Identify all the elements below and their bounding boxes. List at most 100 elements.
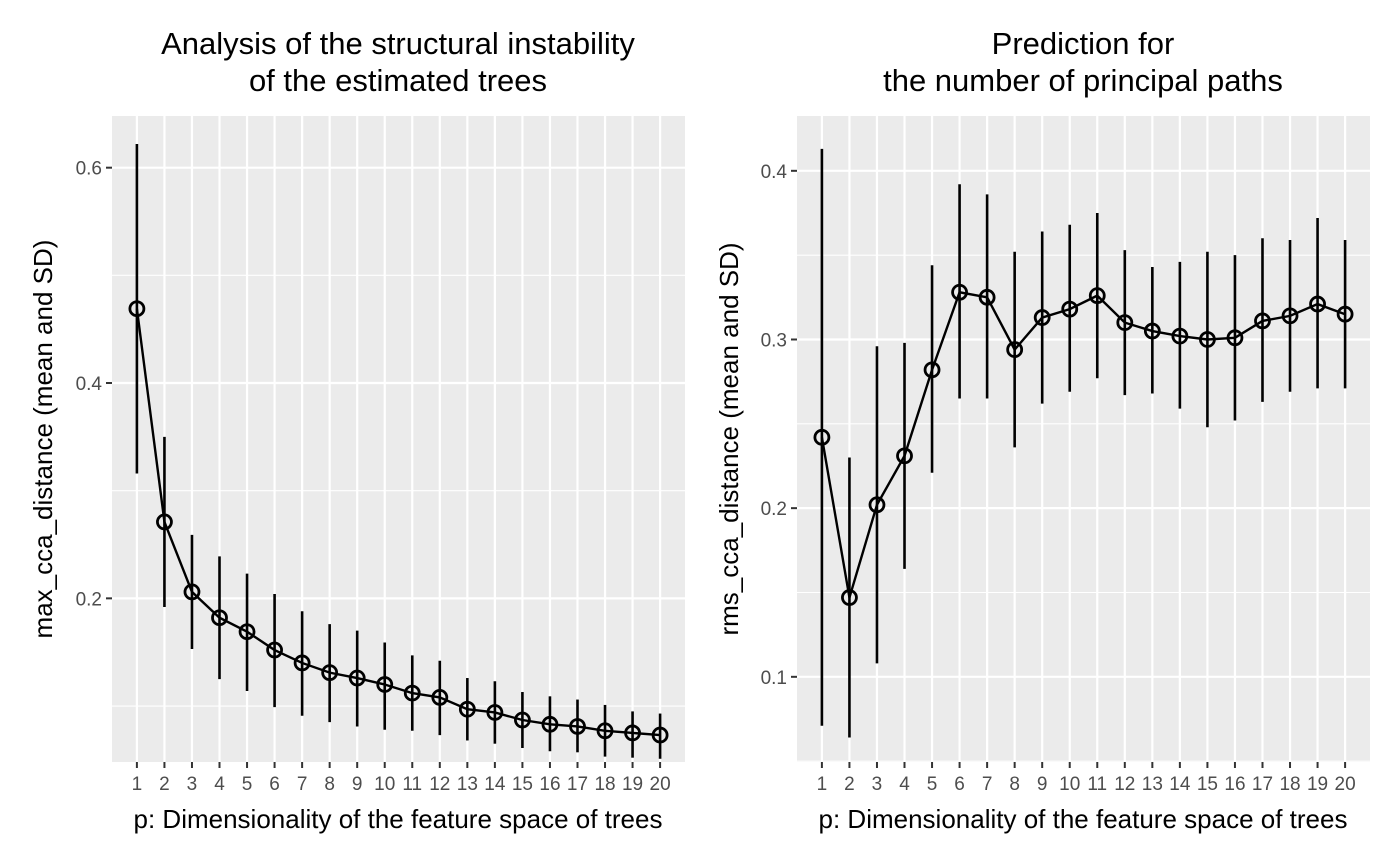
chart-right-title-line-1: Prediction for bbox=[992, 26, 1175, 61]
chart-left-data-point bbox=[211, 609, 228, 627]
chart-right-x-tick-label: 14 bbox=[1169, 774, 1191, 795]
chart-left-data-point bbox=[486, 704, 504, 721]
chart-right-x-tick-label: 5 bbox=[927, 774, 938, 795]
chart-right-data-point bbox=[1254, 312, 1271, 330]
chart-left-x-tick-label: 19 bbox=[622, 774, 643, 795]
chart-right-x-tick-label: 9 bbox=[1037, 774, 1048, 795]
chart-right-plot-background bbox=[797, 116, 1370, 762]
chart-right-x-tick-label: 17 bbox=[1252, 774, 1273, 795]
chart-right-x-tick-label: 12 bbox=[1114, 774, 1135, 795]
chart-right-data-point bbox=[1309, 295, 1326, 313]
chart-right-y-tick-label: 0.4 bbox=[761, 162, 788, 183]
chart-left-plot-background bbox=[112, 116, 685, 762]
chart-left-x-tick-label: 9 bbox=[352, 774, 363, 795]
chart-right-points bbox=[813, 283, 1354, 606]
chart-left-data-point bbox=[624, 724, 641, 742]
chart-right-x-axis-title: p: Dimensionality of the feature space o… bbox=[819, 804, 1348, 834]
chart-left-data-point bbox=[266, 641, 283, 659]
chart-left: Analysis of the structural instability o… bbox=[28, 26, 685, 834]
chart-right-data-point bbox=[1006, 341, 1024, 359]
chart-right-x-tick-label: 3 bbox=[872, 774, 883, 795]
chart-left-y-axis: 0.2 0.4 0.6 bbox=[76, 159, 112, 610]
chart-right: Prediction for the number of principal p… bbox=[714, 26, 1370, 834]
chart-right-data-point bbox=[951, 283, 968, 301]
chart-left-x-tick-label: 15 bbox=[512, 774, 533, 795]
chart-right-x-tick-label: 15 bbox=[1197, 774, 1218, 795]
chart-left-x-tick-label: 7 bbox=[297, 774, 308, 795]
chart-left-y-tick-label: 0.6 bbox=[76, 159, 102, 180]
chart-right-x-tick-label: 1 bbox=[817, 774, 828, 795]
chart-left-x-tick-label: 4 bbox=[214, 774, 225, 795]
chart-right-x-tick-label: 16 bbox=[1224, 774, 1245, 795]
chart-right-data-point bbox=[1116, 314, 1134, 332]
chart-left-x-axis-title: p: Dimensionality of the feature space o… bbox=[134, 804, 663, 834]
chart-right-data-point bbox=[1033, 309, 1051, 326]
chart-right-data-point bbox=[1171, 327, 1189, 345]
chart-right-data-point bbox=[841, 589, 858, 606]
chart-right-data-point bbox=[923, 361, 941, 379]
chart-left-x-tick-label: 12 bbox=[429, 774, 450, 795]
chart-right-x-axis: 1 2 3 4 5 6 7 8 9 10 11 12 13 14 15 16 17 18 19 20 bbox=[817, 762, 1356, 795]
chart-left-x-axis: 1 2 3 4 5 6 7 8 9 10 11 12 13 14 15 16 17 18 19 20 bbox=[132, 762, 671, 795]
chart-left-x-tick-label: 2 bbox=[159, 774, 170, 795]
chart-right-x-tick-label: 7 bbox=[982, 774, 993, 795]
chart-right-data-point bbox=[978, 288, 996, 306]
chart-right-x-tick-label: 4 bbox=[899, 774, 910, 795]
chart-right-y-tick-label: 0.1 bbox=[761, 668, 787, 689]
chart-left-data-point bbox=[321, 664, 339, 682]
chart-left-title-line-2: of the estimated trees bbox=[249, 63, 547, 98]
chart-left-x-tick-label: 5 bbox=[242, 774, 253, 795]
chart-left-data-point bbox=[156, 513, 173, 531]
chart-left-x-tick-label: 20 bbox=[650, 774, 671, 795]
chart-right-x-tick-label: 18 bbox=[1279, 774, 1300, 795]
chart-left-x-tick-label: 6 bbox=[269, 774, 280, 795]
chart-right-x-tick-label: 8 bbox=[1009, 774, 1020, 795]
chart-left-x-tick-label: 1 bbox=[132, 774, 143, 795]
chart-left-data-point bbox=[403, 684, 421, 702]
chart-right-data-point bbox=[1336, 305, 1354, 323]
chart-left-grid bbox=[112, 116, 685, 762]
chart-left-data-point bbox=[541, 715, 559, 733]
chart-left-x-tick-label: 8 bbox=[324, 774, 335, 795]
chart-right-y-tick-label: 0.2 bbox=[761, 499, 787, 520]
chart-left-y-tick-label: 0.2 bbox=[76, 589, 102, 610]
chart-left-x-tick-label: 16 bbox=[539, 774, 560, 795]
chart-right-data-point bbox=[1226, 329, 1244, 347]
chart-left-x-tick-label: 10 bbox=[374, 774, 395, 795]
chart-left-x-tick-label: 3 bbox=[187, 774, 198, 795]
chart-right-x-tick-label: 10 bbox=[1059, 774, 1080, 795]
chart-left-data-point bbox=[651, 726, 669, 744]
chart-right-data-point bbox=[1061, 300, 1079, 318]
chart-left-series-line bbox=[135, 308, 661, 737]
chart-right-x-tick-label: 13 bbox=[1142, 774, 1163, 795]
chart-left-data-point bbox=[376, 676, 394, 693]
chart-right-x-tick-label: 19 bbox=[1307, 774, 1328, 795]
chart-right-line bbox=[820, 290, 1346, 598]
chart-right-y-tick-label: 0.3 bbox=[761, 330, 787, 351]
chart-right-data-point bbox=[1199, 331, 1216, 348]
chart-left-data-point bbox=[293, 654, 311, 672]
chart-right-title-line-2: the number of principal paths bbox=[883, 63, 1283, 98]
chart-left-x-tick-label: 17 bbox=[567, 774, 588, 795]
chart-left-points bbox=[128, 300, 669, 744]
chart-right-series-line bbox=[820, 290, 1346, 598]
chart-right-x-tick-label: 20 bbox=[1335, 774, 1356, 795]
chart-right-y-axis-title: rms_cca_distance (mean and SD) bbox=[714, 242, 744, 635]
chart-left-x-tick-label: 11 bbox=[402, 774, 422, 795]
chart-left-x-tick-label: 13 bbox=[457, 774, 478, 795]
chart-left-data-point bbox=[348, 669, 366, 687]
chart-left-data-point bbox=[128, 300, 146, 318]
chart-right-x-tick-label: 11 bbox=[1087, 774, 1107, 795]
chart-right-data-point bbox=[813, 428, 831, 446]
chart-right-data-point bbox=[1143, 322, 1161, 340]
chart-right-x-tick-label: 6 bbox=[954, 774, 965, 795]
chart-left-x-tick-label: 18 bbox=[594, 774, 615, 795]
chart-left-data-point bbox=[458, 700, 476, 718]
chart-left-data-point bbox=[238, 623, 256, 641]
chart-left-x-tick-label: 14 bbox=[484, 774, 506, 795]
chart-right-x-tick-label: 2 bbox=[844, 774, 855, 795]
chart-right-data-point bbox=[1281, 307, 1299, 325]
chart-left-data-point bbox=[431, 689, 449, 706]
chart-right-y-axis: 0.1 0.2 0.3 0.4 bbox=[761, 162, 797, 689]
